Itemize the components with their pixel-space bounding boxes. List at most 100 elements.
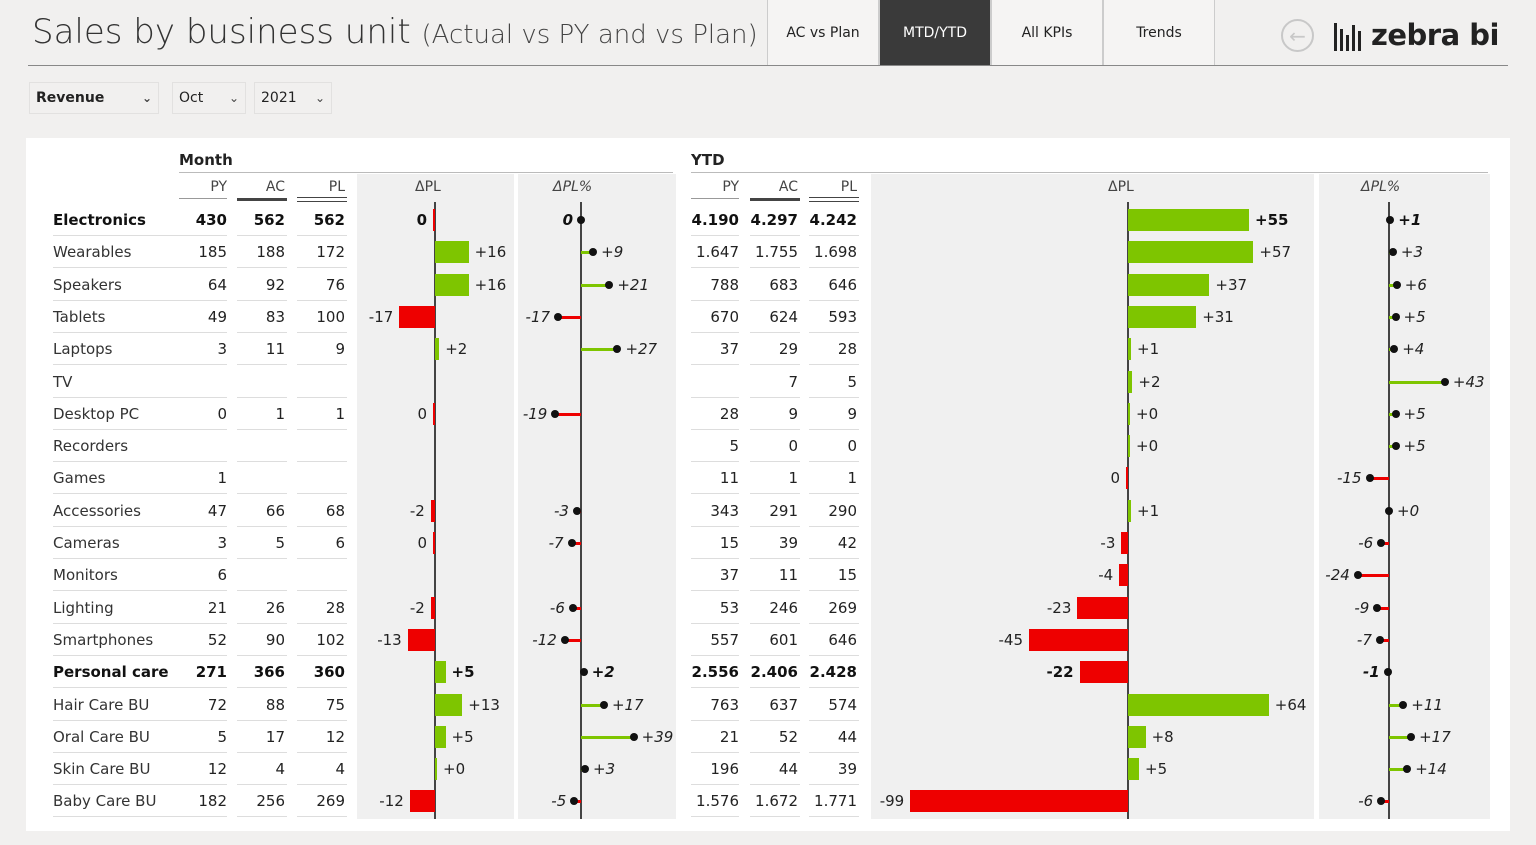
ytd-py-value: 37 [719,340,739,359]
row-separator [750,428,800,430]
row-separator [179,719,227,721]
ac-header-underline [237,198,287,201]
ytd-dpl-label: +5 [1145,760,1168,779]
row-separator [691,558,739,559]
row-separator [691,364,739,366]
row-separator [691,299,739,301]
month-pl-value: 360 [313,663,345,682]
tab-ac-vs-plan[interactable]: AC vs Plan [767,0,879,65]
month-pl-value: 75 [325,695,345,714]
ytd-dplpct-pin [1389,380,1445,384]
month-dplpct-dot [599,700,608,709]
month-dplpct-label: +17 [611,695,644,714]
row-separator [297,816,347,818]
ytd-dpl-bar [1128,338,1131,361]
row-separator [179,816,227,818]
row-label: Skin Care BU [53,760,151,779]
ytd-dplpct-pin [1369,477,1389,481]
row-separator [809,816,859,818]
month-dpl-label: -12 [379,792,404,811]
month-pl-header: PL [328,179,345,195]
ytd-ac-value: 624 [769,307,798,326]
month-dpl-bar [407,628,435,651]
month-pl-value: 102 [316,630,345,649]
month-dpl-label: +0 [443,760,466,779]
month-value: Oct [179,90,204,106]
row-separator [691,235,739,236]
ytd-dplpct-pin [1389,768,1408,772]
month-ac-value: 26 [265,598,285,617]
row-separator [297,558,347,559]
ytd-section-header: YTD [691,151,725,169]
month-dpl-bar [433,209,435,231]
month-dropdown[interactable]: Oct ⌄ [172,82,246,114]
row-separator [750,590,800,592]
ytd-dplpct-dot [1385,506,1393,515]
ytd-dplpct-pin [1377,606,1389,610]
ytd-dpl-label: +0 [1136,437,1159,456]
row-separator [53,558,181,559]
ytd-dpl-label: +0 [1136,404,1159,423]
row-separator [297,525,347,527]
row-separator [53,428,181,430]
ytd-py-value: 2.556 [691,663,739,682]
ytd-dplpct-label: +5 [1403,437,1426,456]
month-ac-value: 83 [265,307,285,326]
tab-all-kpis[interactable]: All KPIs [991,0,1103,65]
row-separator [179,299,227,301]
ytd-dplpct-dot [1391,409,1400,418]
ytd-pl-value: 290 [828,501,857,520]
ytd-dplpct-dot [1391,312,1400,321]
month-section-header: Month [179,151,233,169]
tab-mtd-ytd[interactable]: MTD/YTD [879,0,991,65]
month-py-value: 21 [207,598,227,617]
row-separator [750,687,800,689]
month-dplpct-dot [579,668,588,677]
tab-trends[interactable]: Trends [1103,0,1215,65]
ytd-dplpct-label: +5 [1403,404,1426,423]
month-py-value: 182 [198,792,227,811]
month-ac-value: 90 [265,630,285,649]
ytd-ac-value: 683 [769,275,798,294]
month-header-rule [179,172,673,173]
ytd-dpl-bar [1126,467,1128,490]
ytd-dpl-label: +31 [1202,307,1234,326]
row-separator [53,687,181,689]
ytd-pl-value: 9 [847,404,857,423]
month-dpl-axis [434,202,436,819]
ytd-ac-value: 601 [769,630,798,649]
month-dpl-label: +16 [474,275,507,294]
back-button[interactable]: ← [1281,19,1314,52]
ytd-dpl-column [871,174,1314,819]
row-label: Lighting [53,598,114,617]
year-dropdown[interactable]: 2021 ⌄ [254,82,332,114]
row-separator [750,719,800,721]
ytd-dplpct-dot [1377,539,1386,547]
month-dpl-label: 0 [416,211,427,229]
ytd-pl-value: 39 [837,760,857,779]
month-dplpct-axis [580,202,582,819]
row-separator [750,331,800,333]
month-dpl-label: +5 [451,727,474,746]
measure-dropdown[interactable]: Revenue ⌄ [29,82,159,114]
month-ac-value: 17 [265,727,285,746]
ytd-dplpct-label: -7 [1356,630,1372,649]
month-dplpct-label: -12 [532,630,557,649]
month-py-value: 72 [207,695,227,714]
month-dpl-bar [399,305,435,328]
ytd-pl-header: PL [840,179,857,195]
row-separator [297,364,347,366]
ytd-dplpct-label: -9 [1354,598,1370,617]
month-dplpct-header: ΔPL% [553,179,593,195]
row-separator [691,493,739,495]
row-separator [297,235,347,236]
row-separator [237,784,287,786]
ytd-dplpct-dot [1407,732,1416,741]
row-separator [53,654,181,656]
month-dplpct-dot [605,280,614,289]
month-dpl-bar [435,338,440,361]
row-separator [297,622,347,624]
row-separator [809,719,859,721]
ytd-dplpct-label: +3 [1400,243,1424,262]
ytd-ac-value: 29 [778,340,798,359]
